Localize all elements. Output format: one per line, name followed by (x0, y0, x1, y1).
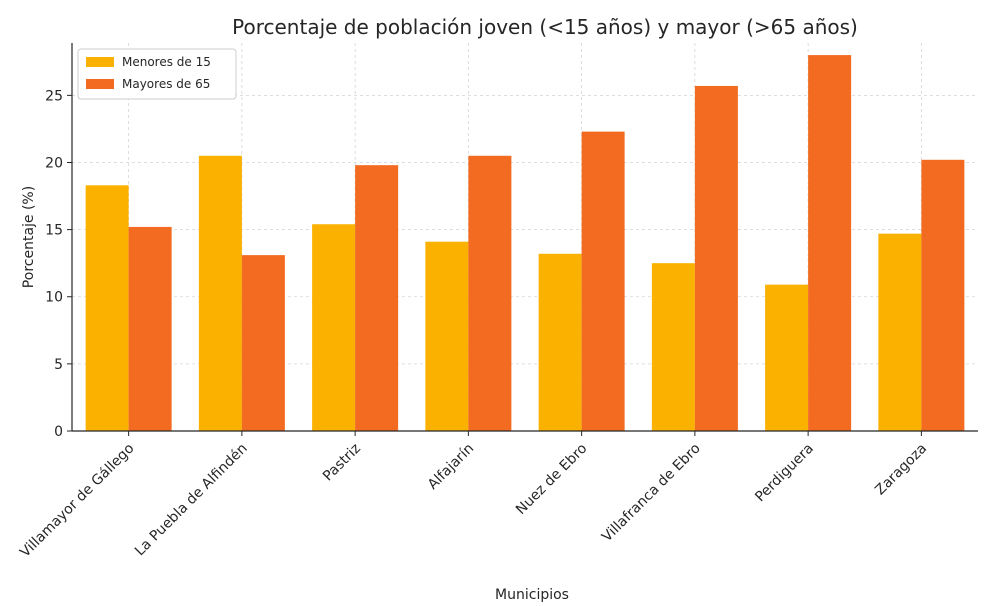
chart-title: Porcentaje de población joven (<15 años)… (232, 15, 858, 39)
y-tick-label: 25 (45, 88, 63, 104)
y-tick-label: 0 (54, 424, 63, 440)
x-tick-label: La Puebla de Alfindén (132, 441, 251, 560)
x-tick-label: Pastriz (320, 441, 364, 485)
bar-menores (651, 263, 695, 431)
y-tick-label: 20 (45, 155, 63, 171)
legend-swatch-mayores (86, 79, 114, 89)
bar-mayores (468, 155, 512, 431)
x-axis-label: Municipios (495, 587, 569, 603)
bar-menores (765, 284, 809, 431)
legend-swatch-menores (86, 57, 114, 67)
legend: Menores de 15 Mayores de 65 (77, 48, 237, 100)
bar-menores (312, 224, 356, 431)
legend-label-mayores: Mayores de 65 (122, 77, 210, 91)
y-tick-label: 5 (54, 357, 63, 373)
bar-menores (878, 233, 922, 431)
x-tick-label: Villamayor de Gállego (17, 441, 137, 561)
x-tick-label: Villafranca de Ebro (599, 441, 704, 546)
legend-label-menores: Menores de 15 (122, 55, 211, 69)
bar-mayores (355, 165, 399, 431)
bar-mayores (808, 55, 852, 432)
y-axis-label: Porcentaje (%) (21, 186, 37, 288)
x-tick-label: Nuez de Ebro (513, 441, 590, 518)
bar-mayores (581, 131, 625, 431)
x-tick-label: Alfajarín (425, 441, 477, 493)
bar-mayores (921, 159, 965, 431)
axes (71, 43, 978, 432)
bar-mayores (694, 85, 738, 431)
y-tick-label: 15 (45, 223, 63, 239)
bar-menores (425, 241, 469, 431)
bar-menores (538, 253, 582, 431)
bar-mayores (241, 255, 285, 431)
bars (85, 55, 965, 432)
bar-menores (198, 155, 242, 431)
x-tick-label: Perdiguera (752, 441, 817, 506)
bar-mayores (128, 226, 172, 431)
y-tick-label: 10 (45, 290, 63, 306)
y-ticks: 0 5 10 15 20 25 (45, 88, 72, 440)
x-tick-label: Zaragoza (872, 441, 930, 499)
bar-menores (85, 185, 129, 431)
legend-frame (77, 48, 237, 100)
